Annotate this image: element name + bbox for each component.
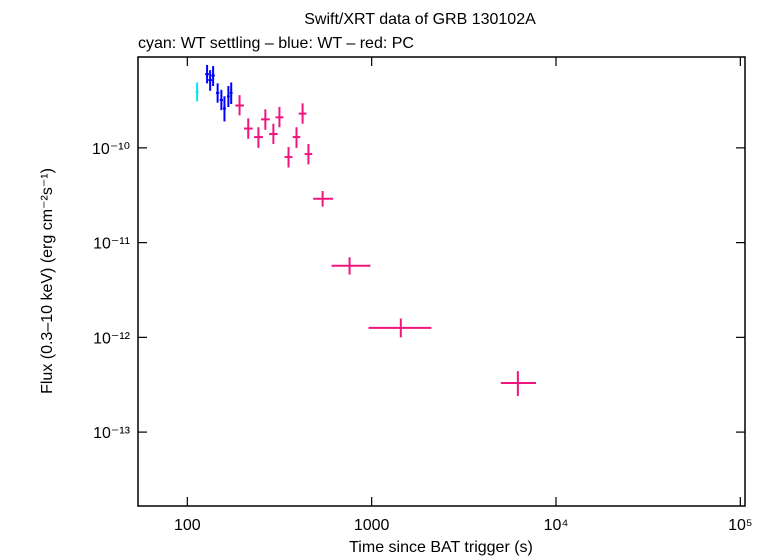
x-tick-label: 10⁴ [544,517,569,534]
y-tick-label: 10⁻¹³ [93,425,131,442]
y-tick-label: 10⁻¹² [93,330,131,347]
x-tick-label: 10⁵ [728,517,752,534]
chart-subtitle: cyan: WT settling – blue: WT – red: PC [138,35,414,52]
y-tick-label: 10⁻¹¹ [93,236,130,253]
x-axis-label: Time since BAT trigger (s) [349,539,533,556]
x-tick-label: 100 [174,517,201,534]
plot-frame [137,56,746,507]
y-tick-label: 10⁻¹⁰ [92,141,130,158]
chart-title: Swift/XRT data of GRB 130102A [304,11,536,28]
y-axis-label: Flux (0.3–10 keV) (erg cm⁻²s⁻¹) [39,168,56,394]
x-tick-label: 1000 [354,517,390,534]
